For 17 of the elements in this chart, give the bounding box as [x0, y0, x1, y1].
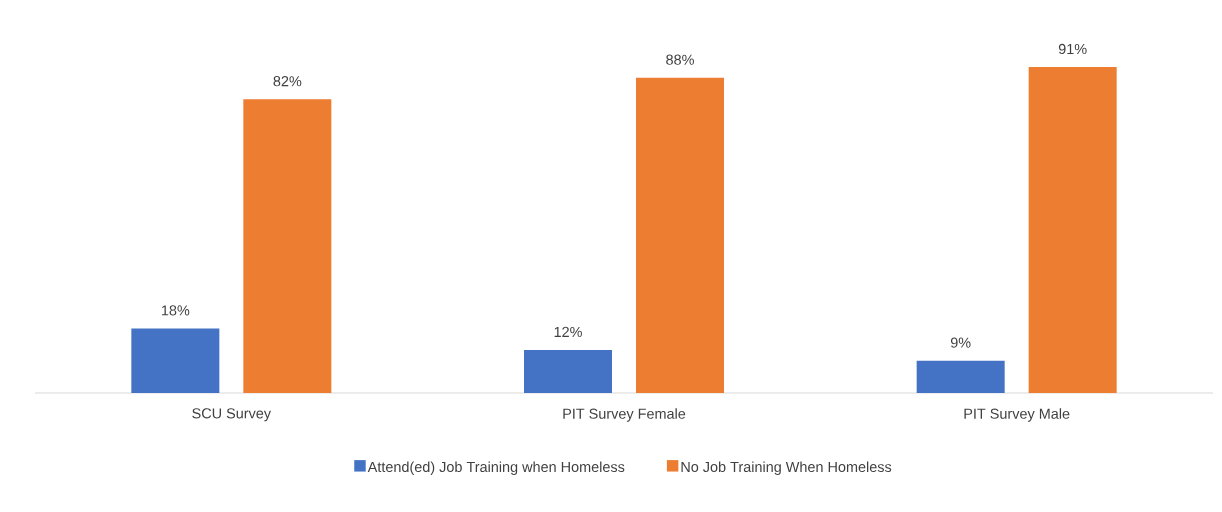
data-label: 88% [666, 54, 694, 65]
data-label: 18% [161, 305, 190, 316]
legend-label: Attend(ed) Job Training when Homeless [367, 461, 625, 475]
data-label: 91% [1058, 43, 1087, 55]
bar [131, 328, 220, 393]
x-tick-label: PIT Survey Male [964, 408, 1070, 422]
data-label: 82% [273, 76, 302, 87]
data-label: 9% [950, 337, 971, 348]
x-tick-label: SCU Survey [192, 408, 272, 422]
bar [243, 99, 332, 393]
bar [636, 77, 724, 393]
bar [916, 360, 1005, 393]
data-label: 12% [554, 326, 582, 337]
x-tick-label: PIT Survey Female [563, 408, 686, 422]
legend-label: No Job Training When Homeless [681, 461, 892, 475]
bar [524, 350, 612, 393]
bar [1028, 67, 1117, 393]
